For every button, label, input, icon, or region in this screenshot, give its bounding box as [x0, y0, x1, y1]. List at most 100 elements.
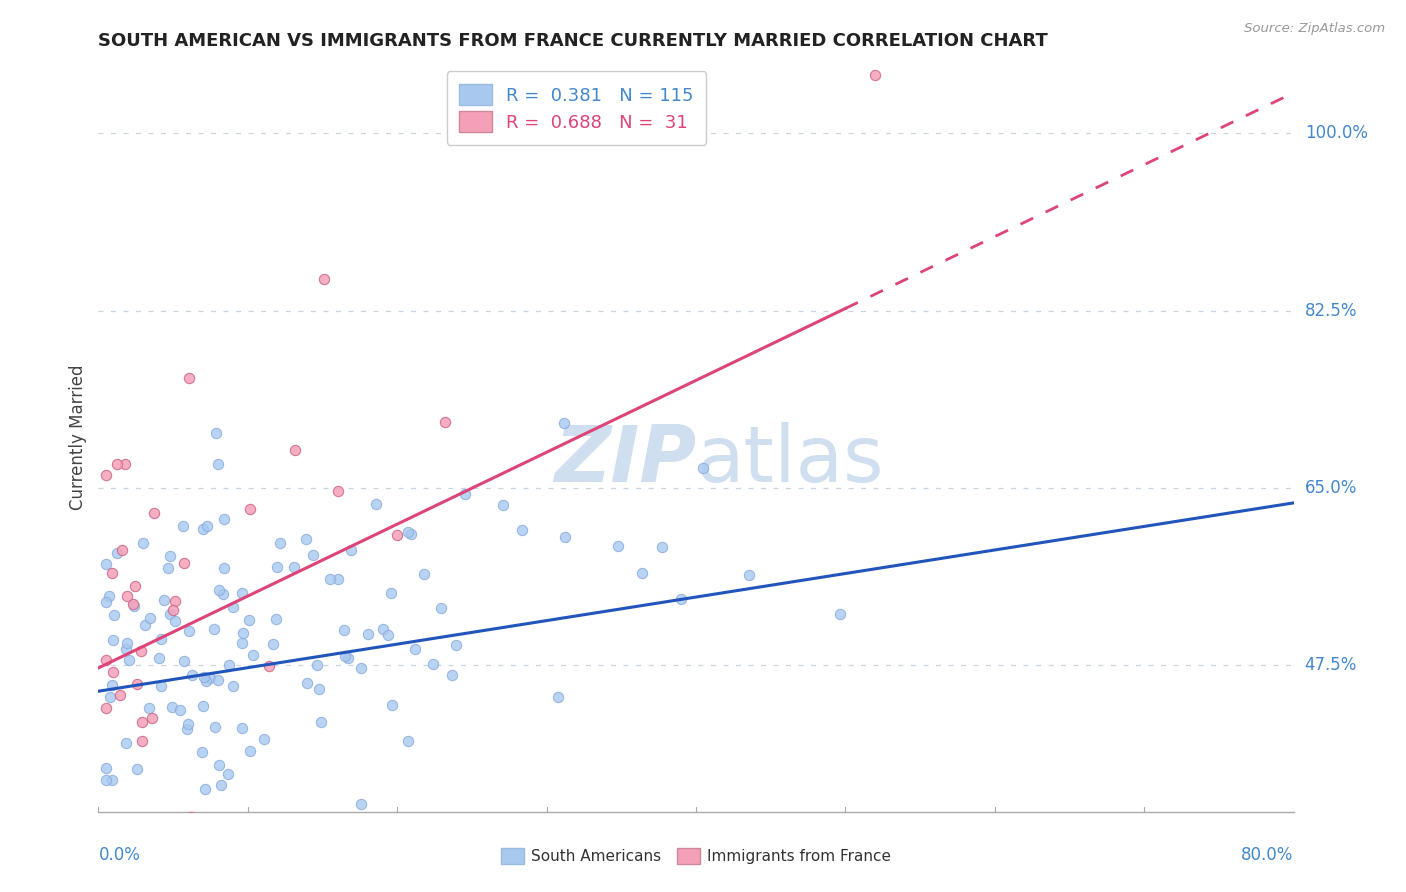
Point — [252, 731, 274, 746]
Point — [177, 371, 200, 385]
Point — [430, 601, 453, 615]
Point — [269, 536, 291, 550]
Point — [396, 734, 419, 748]
Point — [444, 638, 467, 652]
Point — [212, 512, 235, 526]
Point — [305, 657, 328, 672]
Point — [122, 599, 145, 613]
Text: Source: ZipAtlas.com: Source: ZipAtlas.com — [1244, 22, 1385, 36]
Point — [101, 678, 124, 692]
Point — [266, 611, 288, 625]
Point — [100, 772, 122, 787]
Point — [131, 733, 153, 747]
Point — [669, 592, 692, 607]
Point — [364, 498, 387, 512]
Point — [385, 528, 408, 542]
Point — [172, 519, 194, 533]
Point — [242, 648, 264, 663]
Point — [103, 608, 125, 623]
Point — [162, 603, 184, 617]
Point — [139, 611, 162, 625]
Point — [111, 542, 134, 557]
Point — [631, 566, 654, 581]
Text: ZIP: ZIP — [554, 422, 696, 498]
Text: 100.0%: 100.0% — [1305, 124, 1368, 143]
Point — [607, 539, 630, 553]
Point — [141, 711, 163, 725]
Y-axis label: Currently Married: Currently Married — [69, 364, 87, 510]
Point — [143, 506, 166, 520]
Point — [138, 701, 160, 715]
Point — [218, 657, 240, 672]
Text: 47.5%: 47.5% — [1305, 656, 1357, 673]
Point — [333, 649, 356, 664]
Point — [159, 549, 181, 563]
Point — [115, 636, 138, 650]
Point — [193, 670, 215, 684]
Point — [124, 579, 146, 593]
Point — [232, 625, 254, 640]
Point — [262, 637, 284, 651]
Point — [319, 572, 342, 586]
Point — [180, 668, 202, 682]
Point — [202, 622, 225, 636]
Point — [434, 415, 457, 429]
Point — [191, 699, 214, 714]
Point — [257, 658, 280, 673]
Point — [337, 650, 360, 665]
Point — [114, 736, 136, 750]
Point — [131, 715, 153, 730]
Point — [297, 675, 319, 690]
Point — [401, 526, 423, 541]
Point — [94, 762, 117, 776]
Point — [159, 607, 181, 622]
Text: atlas: atlas — [696, 422, 883, 498]
Point — [371, 623, 394, 637]
Point — [554, 530, 576, 544]
Text: SOUTH AMERICAN VS IMMIGRANTS FROM FRANCE CURRENTLY MARRIED CORRELATION CHART: SOUTH AMERICAN VS IMMIGRANTS FROM FRANCE… — [98, 32, 1047, 50]
Point — [217, 766, 239, 780]
Point — [238, 613, 260, 627]
Point — [381, 698, 404, 713]
Point — [350, 661, 373, 675]
Point — [132, 535, 155, 549]
Point — [101, 633, 124, 648]
Point — [396, 525, 419, 540]
Point — [105, 546, 128, 560]
Point — [180, 810, 202, 824]
Point — [454, 486, 477, 500]
Point — [222, 599, 245, 614]
Point — [547, 690, 569, 704]
Point — [512, 524, 534, 538]
Point — [207, 458, 229, 472]
Point — [110, 688, 132, 702]
Point — [328, 483, 350, 498]
Text: 65.0%: 65.0% — [1305, 479, 1357, 497]
Point — [191, 522, 214, 536]
Point — [150, 679, 173, 693]
Text: 0.0%: 0.0% — [98, 847, 141, 864]
Point — [94, 468, 117, 483]
Point — [208, 582, 231, 597]
Point — [96, 773, 118, 788]
Point — [828, 607, 851, 621]
Point — [129, 644, 152, 658]
Point — [357, 626, 380, 640]
Point — [195, 673, 218, 688]
Point — [211, 587, 233, 601]
Point — [692, 461, 714, 475]
Point — [101, 665, 124, 679]
Point — [328, 572, 350, 586]
Point — [191, 745, 214, 759]
Point — [94, 558, 117, 572]
Point — [195, 519, 218, 533]
Point — [115, 589, 138, 603]
Point — [150, 632, 173, 646]
Point — [156, 561, 179, 575]
Point — [284, 442, 307, 457]
Point — [738, 567, 761, 582]
Point — [153, 592, 176, 607]
Point — [173, 654, 195, 668]
Point — [865, 68, 887, 82]
Point — [148, 651, 170, 665]
